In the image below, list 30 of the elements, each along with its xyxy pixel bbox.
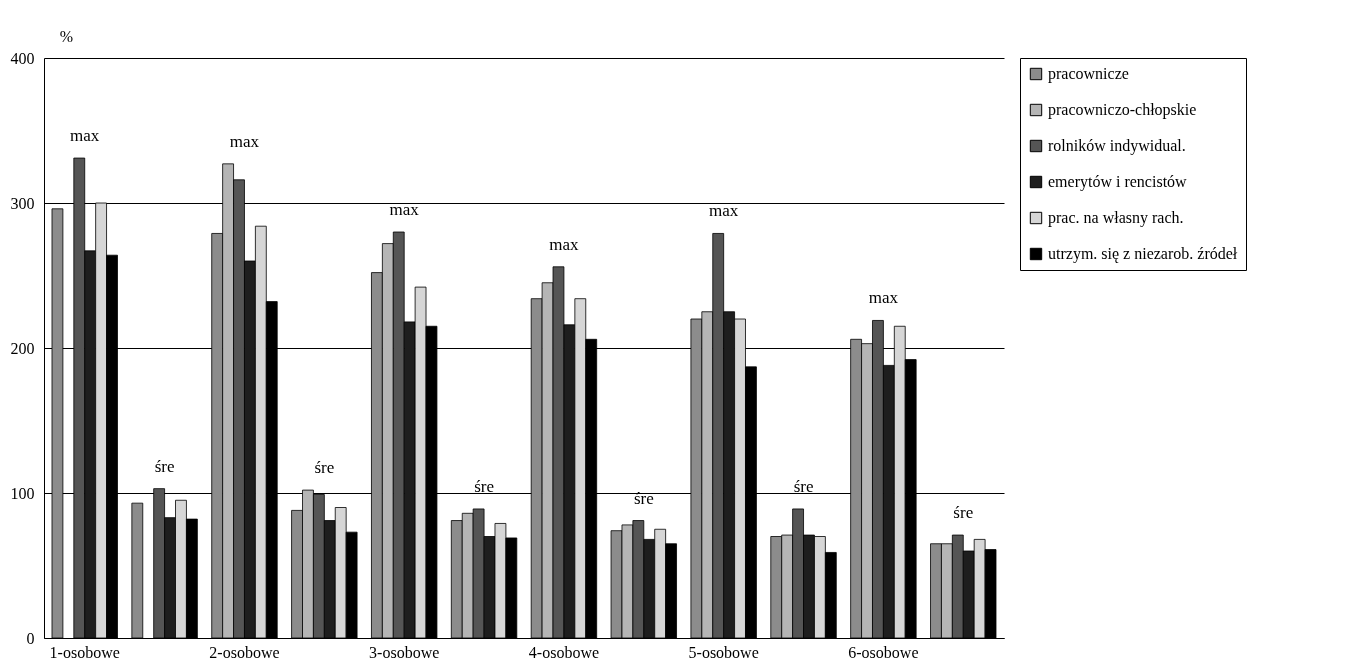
y-tick-label: 0: [26, 629, 35, 647]
annotation: max: [709, 201, 739, 221]
annotation: śre: [953, 503, 974, 523]
legend-label: utrzym. się z niezarob. źródeł: [1048, 245, 1238, 263]
legend-label: prac. na własny rach.: [1048, 209, 1184, 227]
x-tick-label: 1-osobowe: [49, 643, 120, 661]
annotation: śre: [633, 488, 654, 508]
annotation: śre: [474, 476, 494, 496]
legend-label: rolników indywidual.: [1048, 137, 1186, 155]
annotation: śre: [314, 458, 335, 478]
x-tick-label: 2-osobowe: [209, 643, 280, 661]
y-axis-title: %: [59, 27, 74, 45]
annotation: max: [549, 234, 580, 254]
legend-label: pracownicze: [1048, 65, 1129, 83]
y-tick-label: 400: [10, 49, 35, 67]
x-tick-label: 5-osobowe: [688, 643, 759, 661]
annotation: max: [868, 288, 899, 308]
y-tick-label: 100: [10, 484, 35, 502]
annotation: śre: [154, 456, 175, 476]
annotation: max: [229, 131, 260, 151]
annotation: śre: [793, 476, 814, 496]
legend-label: pracowniczo-chłopskie: [1048, 101, 1197, 119]
x-tick-label: 6-osobowe: [848, 643, 919, 661]
annotation: max: [389, 200, 420, 219]
x-tick-label: 4-osobowe: [528, 643, 600, 661]
y-tick-label: 300: [10, 194, 35, 212]
x-tick-label: 3-osobowe: [369, 643, 440, 661]
legend-label: emerytów i rencistów: [1048, 173, 1188, 191]
y-tick-label: 200: [10, 339, 35, 357]
annotation: max: [70, 126, 100, 146]
